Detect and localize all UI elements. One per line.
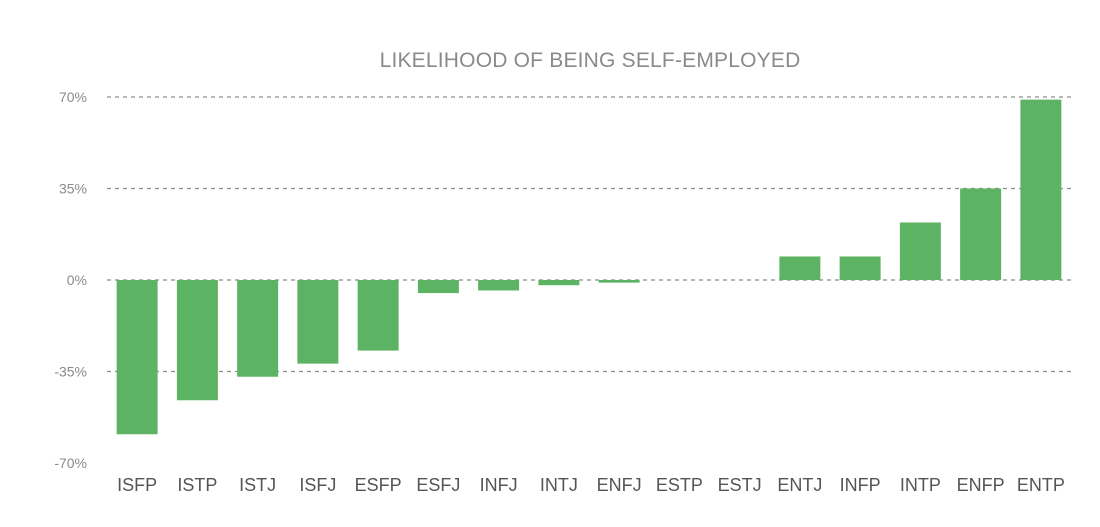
bar-infj <box>478 280 520 291</box>
x-tick-label-infj: INFJ <box>480 475 518 495</box>
bar-istj <box>237 280 279 377</box>
x-tick-label-esfj: ESFJ <box>416 475 460 495</box>
x-tick-label-isfj: ISFJ <box>299 475 336 495</box>
y-tick-label: -35% <box>54 364 87 380</box>
x-tick-label-intj: INTJ <box>540 475 578 495</box>
bar-isfj <box>297 280 339 364</box>
x-axis-category-labels: ISFP ISTP ISTJ ISFJ ESFP ESFJ INFJ INTJ ENFJ ESTP… <box>117 475 1065 495</box>
x-tick-label-entp: ENTP <box>1017 475 1065 495</box>
bar-intp <box>899 222 941 280</box>
x-tick-label-estp: ESTP <box>656 475 703 495</box>
x-tick-label-infp: INFP <box>840 475 881 495</box>
x-tick-label-enfp: ENFP <box>957 475 1005 495</box>
y-tick-label: 35% <box>59 181 87 197</box>
x-tick-label-intp: INTP <box>900 475 941 495</box>
bar-enfj <box>598 280 640 283</box>
x-tick-label-enfj: ENFJ <box>597 475 642 495</box>
bar-infp <box>839 256 881 280</box>
y-tick-label: 0% <box>67 272 87 288</box>
y-tick-label: -70% <box>54 455 87 471</box>
bar-entj <box>779 256 821 280</box>
y-tick-label: 70% <box>59 89 87 105</box>
x-tick-label-istj: ISTJ <box>239 475 276 495</box>
x-tick-label-esfp: ESFP <box>355 475 402 495</box>
chart-title: LIKELIHOOD OF BEING SELF-EMPLOYED <box>380 49 801 72</box>
bars <box>116 99 1062 435</box>
bar-entp <box>1020 99 1062 280</box>
x-tick-label-istp: ISTP <box>177 475 217 495</box>
x-tick-label-estj: ESTJ <box>718 475 762 495</box>
bar-istp <box>176 280 218 401</box>
bar-esfp <box>357 280 399 351</box>
x-tick-label-entj: ENTJ <box>777 475 822 495</box>
bar-isfp <box>116 280 158 435</box>
bar-intj <box>538 280 580 286</box>
x-tick-label-isfp: ISFP <box>117 475 157 495</box>
y-axis-tick-labels: 70% 35% 0% -35% -70% <box>54 89 87 471</box>
bar-enfp <box>960 188 1002 280</box>
bar-esfj <box>417 280 459 294</box>
